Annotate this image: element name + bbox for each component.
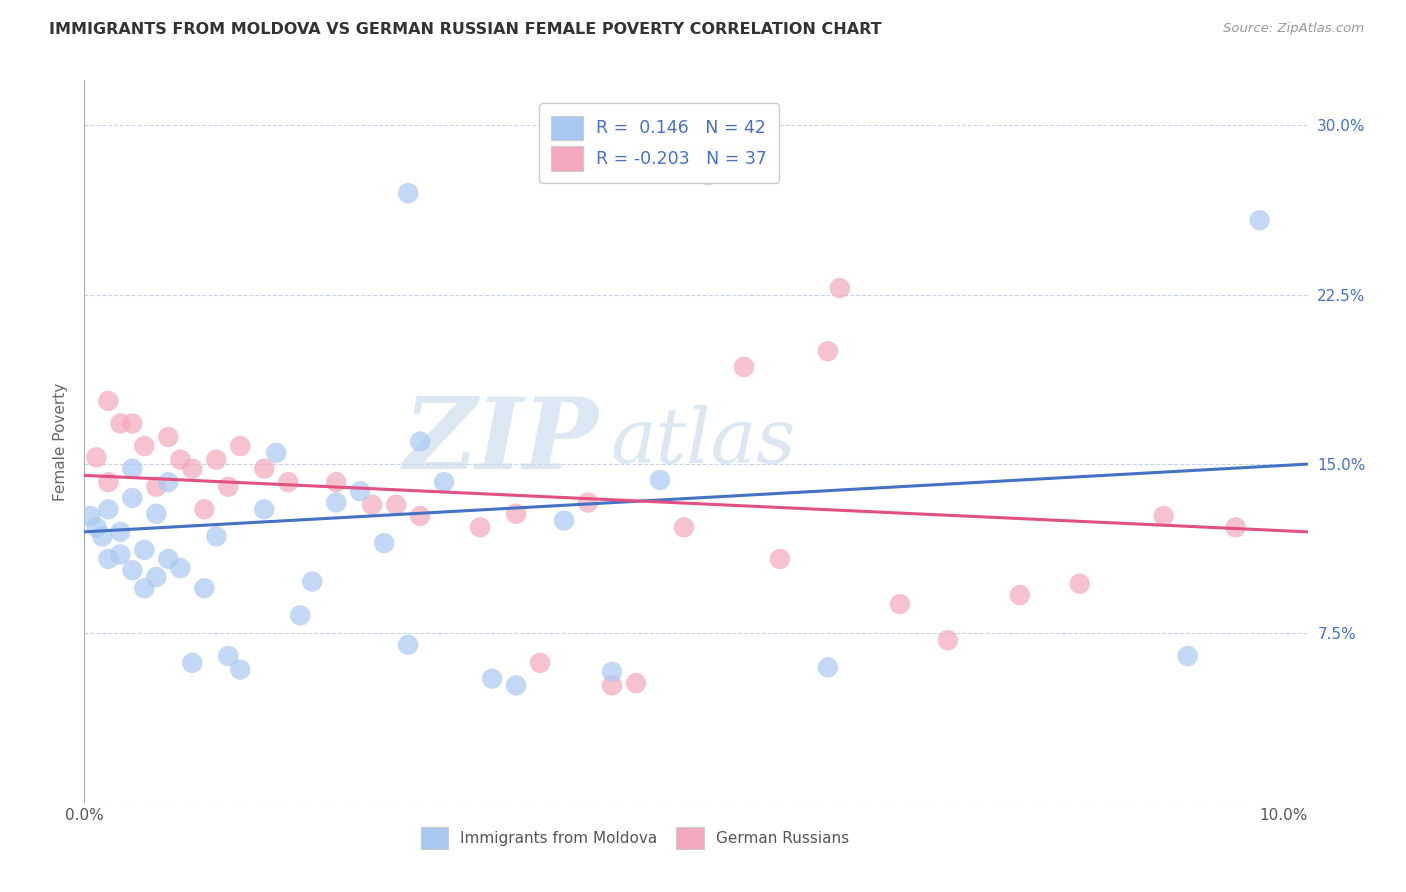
- Point: [110, 548, 132, 562]
- Point: [1069, 576, 1091, 591]
- Point: [733, 359, 755, 374]
- Point: [253, 502, 276, 516]
- Point: [169, 561, 191, 575]
- Y-axis label: Female Poverty: Female Poverty: [53, 383, 69, 500]
- Point: [325, 475, 347, 490]
- Point: [396, 186, 419, 201]
- Point: [600, 678, 623, 692]
- Point: [361, 498, 384, 512]
- Point: [110, 524, 132, 539]
- Point: [253, 461, 276, 475]
- Point: [385, 498, 408, 512]
- Point: [1225, 520, 1247, 534]
- Point: [817, 344, 839, 359]
- Legend: Immigrants from Moldova, German Russians: Immigrants from Moldova, German Russians: [413, 820, 856, 856]
- Point: [134, 439, 156, 453]
- Point: [396, 638, 419, 652]
- Text: ZIP: ZIP: [404, 393, 598, 490]
- Point: [97, 475, 120, 490]
- Point: [145, 480, 167, 494]
- Point: [349, 484, 371, 499]
- Point: [936, 633, 959, 648]
- Point: [672, 520, 695, 534]
- Point: [97, 393, 120, 408]
- Point: [325, 495, 347, 509]
- Point: [86, 520, 108, 534]
- Point: [217, 480, 239, 494]
- Point: [205, 452, 228, 467]
- Point: [553, 514, 575, 528]
- Point: [97, 502, 120, 516]
- Point: [121, 461, 143, 475]
- Point: [600, 665, 623, 679]
- Point: [134, 542, 156, 557]
- Point: [433, 475, 456, 490]
- Point: [481, 672, 503, 686]
- Point: [121, 563, 143, 577]
- Point: [157, 475, 180, 490]
- Point: [409, 509, 432, 524]
- Point: [205, 529, 228, 543]
- Point: [648, 473, 671, 487]
- Point: [145, 507, 167, 521]
- Point: [505, 678, 527, 692]
- Point: [1249, 213, 1271, 227]
- Point: [409, 434, 432, 449]
- Point: [373, 536, 395, 550]
- Point: [134, 582, 156, 596]
- Point: [301, 574, 323, 589]
- Point: [121, 491, 143, 505]
- Point: [91, 529, 114, 543]
- Point: [86, 450, 108, 465]
- Point: [817, 660, 839, 674]
- Point: [193, 582, 215, 596]
- Point: [181, 656, 204, 670]
- Point: [181, 461, 204, 475]
- Point: [193, 502, 215, 516]
- Point: [1177, 648, 1199, 663]
- Point: [169, 452, 191, 467]
- Point: [79, 509, 101, 524]
- Point: [505, 507, 527, 521]
- Point: [217, 648, 239, 663]
- Point: [529, 656, 551, 670]
- Text: atlas: atlas: [610, 405, 796, 478]
- Point: [468, 520, 491, 534]
- Text: Source: ZipAtlas.com: Source: ZipAtlas.com: [1223, 22, 1364, 36]
- Point: [1153, 509, 1175, 524]
- Point: [157, 430, 180, 444]
- Point: [110, 417, 132, 431]
- Point: [697, 168, 720, 182]
- Point: [264, 446, 287, 460]
- Point: [1008, 588, 1031, 602]
- Point: [157, 552, 180, 566]
- Point: [769, 552, 792, 566]
- Point: [97, 552, 120, 566]
- Point: [624, 676, 647, 690]
- Point: [828, 281, 851, 295]
- Point: [277, 475, 299, 490]
- Text: IMMIGRANTS FROM MOLDOVA VS GERMAN RUSSIAN FEMALE POVERTY CORRELATION CHART: IMMIGRANTS FROM MOLDOVA VS GERMAN RUSSIA…: [49, 22, 882, 37]
- Point: [121, 417, 143, 431]
- Point: [290, 608, 312, 623]
- Point: [889, 597, 911, 611]
- Point: [576, 495, 599, 509]
- Point: [229, 663, 252, 677]
- Point: [229, 439, 252, 453]
- Point: [145, 570, 167, 584]
